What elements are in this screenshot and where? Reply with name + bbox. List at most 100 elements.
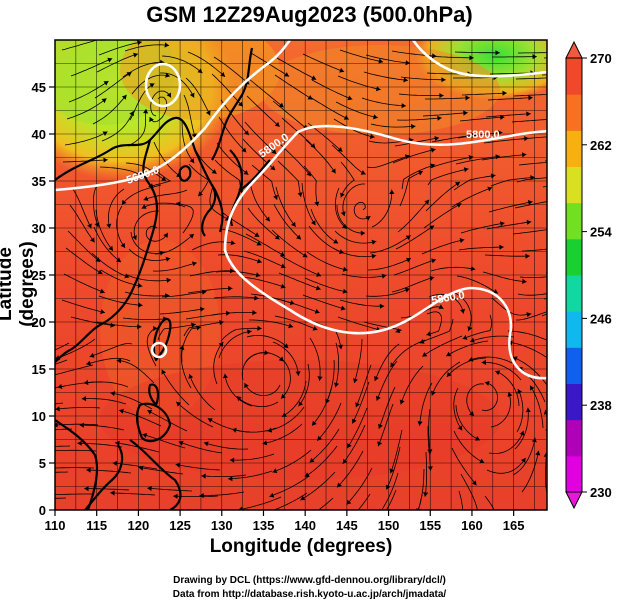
streamline [127, 108, 147, 147]
streamline [157, 323, 196, 341]
colorbar-segment [566, 94, 582, 131]
streamline-arrow [153, 326, 158, 332]
streamline-arrow [166, 277, 171, 283]
streamline [55, 359, 68, 365]
streamline [518, 52, 547, 54]
streamline-arrow [199, 306, 205, 312]
streamline-arrow [315, 285, 321, 291]
streamline [83, 381, 129, 388]
streamline [393, 259, 437, 276]
streamline-arrow [179, 345, 185, 350]
streamline-arrow [256, 240, 262, 246]
streamline-arrow [281, 393, 286, 399]
streamline [143, 189, 188, 201]
streamline-arrow [587, 247, 592, 252]
streamline-arrow [138, 302, 143, 308]
streamline [272, 492, 308, 510]
streamline-arrow [557, 174, 562, 179]
streamline [370, 123, 416, 128]
streamline [98, 41, 142, 56]
streamline-arrow [99, 288, 105, 294]
streamline-arrow [295, 371, 301, 376]
streamline-arrow [475, 511, 480, 516]
streamline [461, 92, 507, 96]
streamline [55, 364, 94, 376]
streamline [110, 492, 156, 496]
streamline-arrow [103, 157, 108, 163]
streamline-arrow [379, 303, 385, 309]
streamline [146, 327, 158, 367]
streamline [520, 136, 547, 140]
x-tick-label: 140 [294, 518, 316, 533]
streamline [271, 229, 308, 258]
streamline [396, 117, 442, 121]
streamline [355, 364, 372, 408]
streamline [148, 167, 172, 188]
streamline [241, 276, 286, 288]
streamline-arrow [110, 322, 115, 328]
streamline-arrow [161, 176, 167, 181]
streamline-arrow [429, 275, 435, 281]
streamline-arrow [401, 103, 406, 109]
credit-drawing: Drawing by DCL (https://www.gfd-dennou.o… [173, 575, 446, 586]
streamline-arrow [176, 401, 182, 407]
streamline-arrow [218, 341, 224, 347]
streamline-arrow [230, 240, 236, 246]
streamline-arrow [502, 90, 507, 96]
streamline-arrow [589, 113, 593, 118]
streamline-arrow [112, 460, 118, 466]
streamline-arrow [479, 458, 485, 464]
streamline-arrow [360, 230, 366, 236]
streamline [221, 211, 260, 238]
streamline [495, 370, 520, 407]
streamline-arrow [337, 147, 343, 152]
streamline-arrow [535, 450, 541, 456]
streamline [487, 97, 533, 101]
streamline [231, 427, 277, 433]
streamline [422, 112, 468, 117]
streamline [335, 101, 378, 119]
streamline [178, 441, 223, 454]
streamline [86, 357, 131, 365]
streamline [371, 189, 393, 228]
streamline-arrow [55, 406, 60, 412]
streamline-arrow [47, 492, 51, 497]
streamline [391, 276, 435, 293]
streamline-arrow [264, 350, 269, 356]
streamline-arrow [229, 268, 235, 274]
streamline [481, 381, 498, 412]
streamline [86, 469, 132, 474]
streamline [453, 174, 496, 191]
streamline-arrow [333, 239, 339, 244]
streamline-arrow [247, 329, 252, 335]
streamline [247, 207, 280, 240]
streamline [304, 445, 338, 478]
streamline [309, 96, 349, 120]
colorbar-tick-label: 230 [590, 485, 612, 500]
streamline [365, 288, 410, 297]
streamline-arrow [89, 352, 95, 358]
streamline-arrow [469, 337, 475, 343]
streamline [229, 453, 275, 461]
streamline [390, 339, 426, 368]
streamline-arrow [434, 136, 439, 142]
streamline-arrow [481, 359, 487, 365]
streamline-arrow [110, 391, 116, 397]
streamline-arrow [526, 111, 531, 117]
streamline [218, 330, 252, 359]
streamline-arrow [405, 235, 411, 240]
streamline [250, 52, 290, 77]
streamline-arrow [126, 72, 132, 77]
streamline [486, 457, 526, 474]
streamline-arrow [342, 458, 348, 464]
contour-label: 5860.0 [430, 289, 465, 307]
streamline-arrow [457, 425, 463, 431]
colorbar-segment [566, 455, 582, 493]
streamline-arrow [312, 325, 318, 331]
streamline [244, 121, 277, 155]
streamline [62, 159, 108, 163]
streamline-arrow [484, 381, 490, 386]
streamline-arrow [191, 261, 197, 267]
streamline-arrow [119, 408, 124, 414]
